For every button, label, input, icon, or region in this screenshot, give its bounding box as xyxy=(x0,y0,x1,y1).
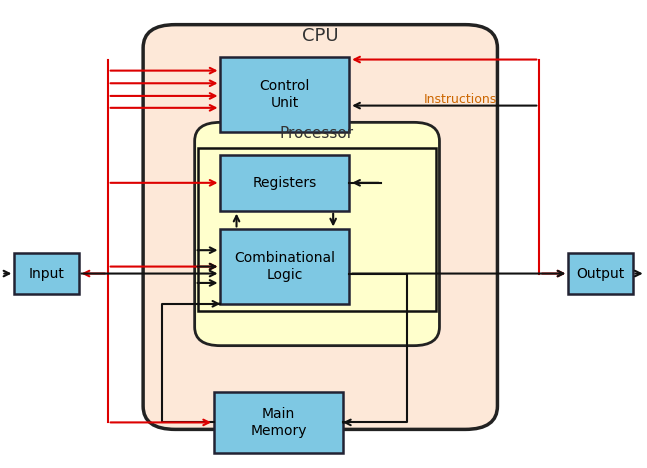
Text: Input: Input xyxy=(28,267,65,280)
Text: Instructions: Instructions xyxy=(423,93,497,106)
Text: Control
Unit: Control Unit xyxy=(259,80,310,110)
Text: Main
Memory: Main Memory xyxy=(250,407,307,438)
FancyBboxPatch shape xyxy=(143,25,498,430)
Bar xyxy=(221,57,349,132)
Bar xyxy=(221,229,349,304)
Text: Output: Output xyxy=(576,267,624,280)
Text: Registers: Registers xyxy=(253,176,317,190)
Bar xyxy=(221,155,349,211)
Text: CPU: CPU xyxy=(302,27,338,45)
FancyBboxPatch shape xyxy=(195,122,439,346)
Text: Combinational
Logic: Combinational Logic xyxy=(234,251,335,282)
Bar xyxy=(214,392,343,453)
Bar xyxy=(14,253,79,294)
Text: Processor: Processor xyxy=(280,126,354,141)
Bar xyxy=(198,148,436,311)
Bar xyxy=(568,253,633,294)
